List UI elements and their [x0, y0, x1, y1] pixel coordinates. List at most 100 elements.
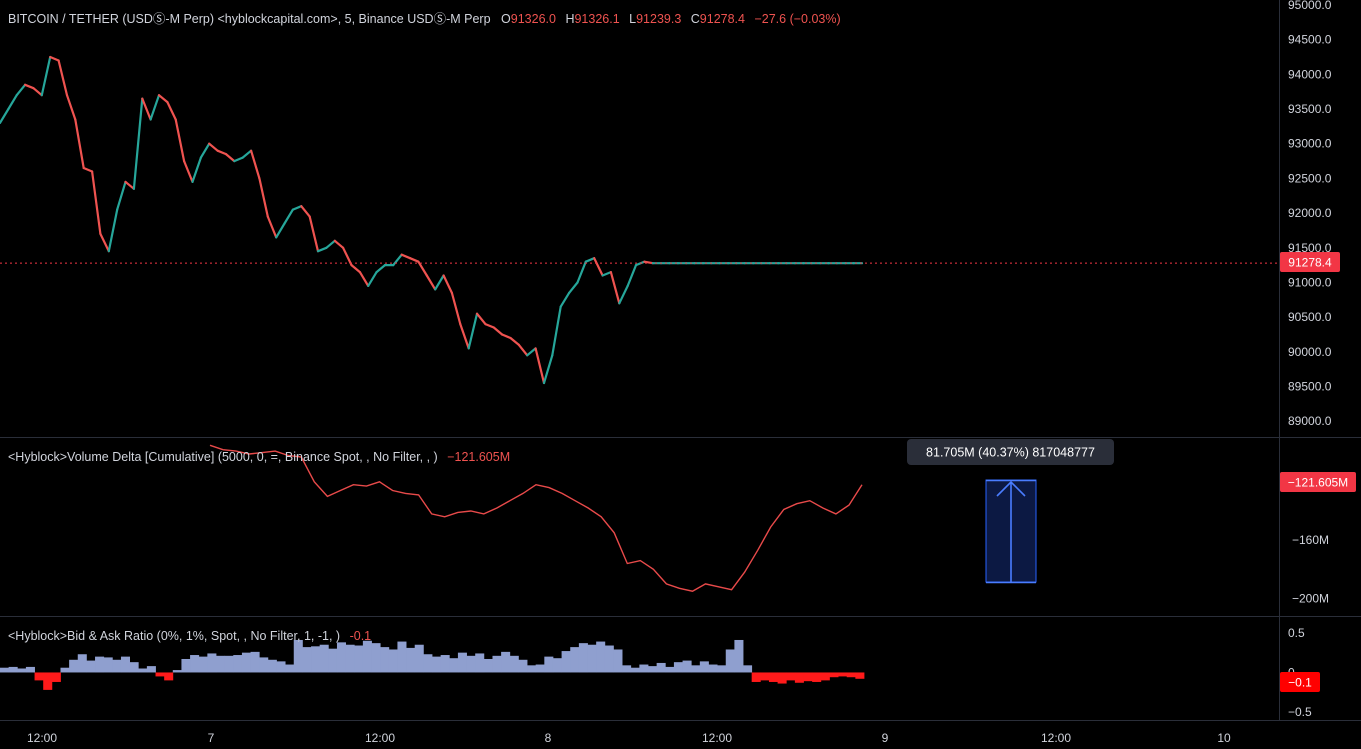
bid-ask-bar — [345, 644, 355, 673]
price-segment — [216, 149, 228, 156]
price-segment — [559, 291, 571, 308]
price-segment — [291, 205, 303, 211]
bid-ask-bar — [838, 672, 848, 677]
bid-ask-ratio-pane[interactable] — [0, 639, 865, 690]
price-segment — [442, 274, 453, 294]
price-segment — [475, 312, 487, 326]
price-tick-label: 91500.0 — [1288, 241, 1332, 255]
bid-ask-bar — [241, 652, 251, 673]
time-tick-label: 12:00 — [702, 731, 732, 745]
price-tick-label: 95000.0 — [1288, 0, 1332, 12]
volume-delta-pane[interactable] — [209, 444, 863, 592]
price-pane[interactable] — [0, 55, 1279, 385]
price-segment — [199, 142, 211, 159]
bid-ask-bar — [509, 655, 519, 673]
price-segment — [593, 257, 604, 277]
price-segment — [342, 246, 353, 267]
price-segment — [509, 336, 521, 346]
bid-ask-bar — [336, 642, 346, 673]
bid-ask-bar — [544, 656, 554, 673]
bid-ask-bar — [794, 672, 804, 683]
bid-ask-bar — [43, 672, 53, 690]
symbol-title[interactable]: BITCOIN / TETHER (USDⓈ-M Perp) <hyblockc… — [8, 12, 491, 26]
bid-ask-bar — [0, 667, 10, 673]
bid-ask-title[interactable]: <Hyblock>Bid & Ask Ratio (0%, 1%, Spot, … — [8, 629, 340, 643]
bid-ask-legend[interactable]: <Hyblock>Bid & Ask Ratio (0%, 1%, Spot, … — [8, 629, 371, 643]
last-price-badge[interactable]: 91278.4 — [1280, 252, 1340, 272]
price-segment — [107, 208, 119, 253]
price-segment — [601, 271, 613, 277]
time-tick-label: 8 — [545, 731, 552, 745]
bid-ask-badge[interactable]: −0.1 — [1280, 672, 1320, 692]
bid-ask-bar — [69, 659, 79, 673]
price-segment — [618, 284, 629, 305]
bid-ask-bar — [596, 641, 606, 673]
price-segment — [24, 83, 35, 90]
price-segment — [409, 257, 420, 263]
price-segment — [166, 100, 177, 121]
bid-ask-bar — [397, 641, 407, 673]
price-segment — [358, 271, 370, 287]
price-segment — [74, 118, 85, 170]
price-segment — [425, 274, 437, 291]
price-legend[interactable]: BITCOIN / TETHER (USDⓈ-M Perp) <hyblockc… — [8, 12, 841, 26]
bid-ask-bar — [388, 649, 398, 673]
volume-delta-badge[interactable]: −121.605M — [1280, 472, 1356, 492]
volume-delta-title[interactable]: <Hyblock>Volume Delta [Cumulative] (5000… — [8, 450, 438, 464]
price-segment — [283, 208, 294, 225]
price-segment — [124, 180, 135, 190]
close-value: 91278.4 — [700, 12, 745, 26]
bid-ask-bar — [691, 665, 701, 673]
bid-ask-bar — [285, 664, 295, 673]
bid-ask-bar — [587, 644, 597, 673]
bid-ask-bar — [328, 648, 338, 673]
volume-delta-value: −121.605M — [447, 450, 510, 464]
price-segment — [308, 215, 320, 253]
price-segment — [49, 55, 60, 62]
low-key: L — [629, 12, 636, 26]
bid-ask-bar — [440, 655, 450, 673]
bid-ask-bar — [665, 666, 675, 673]
bid-ask-bar — [466, 655, 476, 673]
bid-ask-bar — [457, 652, 467, 673]
bid-ask-bar — [362, 640, 372, 673]
measure-tooltip: 81.705M (40.37%) 817048777 — [926, 446, 1095, 460]
price-segment — [316, 246, 328, 253]
price-tick-label: 94000.0 — [1288, 67, 1332, 81]
time-tick-label: 9 — [882, 731, 889, 745]
price-tick-label: 89000.0 — [1288, 414, 1332, 428]
price-tick-label: 92000.0 — [1288, 206, 1332, 220]
bid-ask-bar — [259, 657, 269, 673]
bid-ask-bar — [622, 665, 632, 673]
bid-ask-bar — [803, 672, 813, 682]
measure-tooltip-bg — [907, 439, 1114, 465]
price-segment — [584, 257, 596, 263]
open-key: O — [501, 12, 511, 26]
bid-ask-bar — [164, 672, 174, 681]
bid-ask-bar — [112, 659, 122, 673]
price-tick-label: 90500.0 — [1288, 310, 1332, 324]
bid-ask-bar — [233, 655, 243, 673]
bid-ask-bar — [812, 672, 822, 682]
price-segment — [157, 94, 169, 104]
price-segment — [367, 271, 378, 287]
bid-ask-bar — [492, 655, 502, 673]
price-segment — [459, 323, 470, 350]
volume-delta-legend[interactable]: <Hyblock>Volume Delta [Cumulative] (5000… — [8, 450, 510, 464]
price-segment — [417, 260, 428, 277]
bid-ask-bar — [760, 672, 770, 681]
low-value: 91239.3 — [636, 12, 681, 26]
bid-ask-bar — [535, 664, 545, 673]
bid-ask-bar — [181, 658, 191, 673]
bid-ask-bar — [648, 666, 658, 673]
price-segment — [0, 107, 10, 125]
measure-tool[interactable]: 81.705M (40.37%) 817048777 — [907, 439, 1114, 584]
bid-ask-bar — [25, 666, 35, 673]
price-segment — [116, 180, 127, 211]
bid-ask-bar — [518, 659, 528, 673]
bid-ask-bar — [354, 645, 364, 673]
high-value: 91326.1 — [574, 12, 619, 26]
price-segment — [551, 305, 562, 357]
price-segment — [517, 343, 529, 357]
